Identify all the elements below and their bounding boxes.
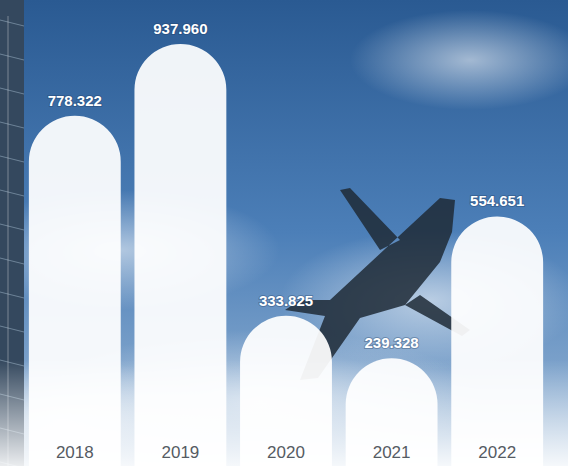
value-axis	[8, 16, 9, 466]
bar	[134, 44, 226, 466]
chart: 778.322 937.960 333.825 239.328 554.651 2018 2…	[0, 0, 568, 466]
category-label: 2020	[267, 443, 305, 462]
data-label: 778.322	[48, 92, 102, 109]
data-label: 554.651	[470, 192, 524, 209]
building-line	[0, 20, 24, 26]
bar	[346, 358, 438, 466]
data-label: 333.825	[259, 292, 313, 309]
building-line	[0, 54, 24, 60]
building-line	[0, 156, 24, 162]
building-line	[0, 88, 24, 94]
labels: 778.322 937.960 333.825 239.328 554.651 2018 2…	[48, 20, 525, 462]
category-label: 2021	[373, 443, 411, 462]
category-label: 2019	[161, 443, 199, 462]
bar	[240, 316, 332, 466]
building-line	[0, 292, 24, 298]
building-line	[0, 258, 24, 264]
building-line	[0, 122, 24, 128]
category-label: 2022	[478, 443, 516, 462]
building-line	[0, 224, 24, 230]
background	[0, 0, 568, 466]
building-line	[0, 190, 24, 196]
building-line	[0, 326, 24, 332]
category-label: 2018	[56, 443, 94, 462]
data-label: 239.328	[364, 334, 418, 351]
cloud	[350, 10, 568, 110]
bar	[29, 116, 121, 466]
bars	[29, 44, 543, 466]
bar	[451, 216, 543, 466]
data-label: 937.960	[153, 20, 207, 37]
